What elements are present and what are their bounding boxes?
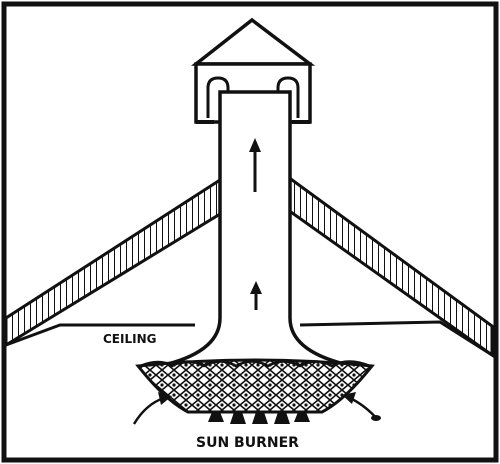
sun-burner-label: SUN BURNER	[196, 435, 299, 451]
updraft-arrow-lower	[250, 281, 262, 310]
roof-ventilator-cap	[190, 17, 316, 124]
roof-rafter-right	[286, 174, 494, 358]
sun-burner	[135, 358, 375, 424]
airflow-arrow-right	[342, 392, 381, 421]
airflow-arrow-left	[132, 392, 172, 425]
updraft-arrow-upper	[249, 138, 261, 192]
burner-jets	[208, 412, 310, 424]
roof-rafter-left	[4, 177, 222, 348]
ceiling-label: CEILING	[103, 332, 156, 346]
ceiling	[5, 320, 493, 357]
